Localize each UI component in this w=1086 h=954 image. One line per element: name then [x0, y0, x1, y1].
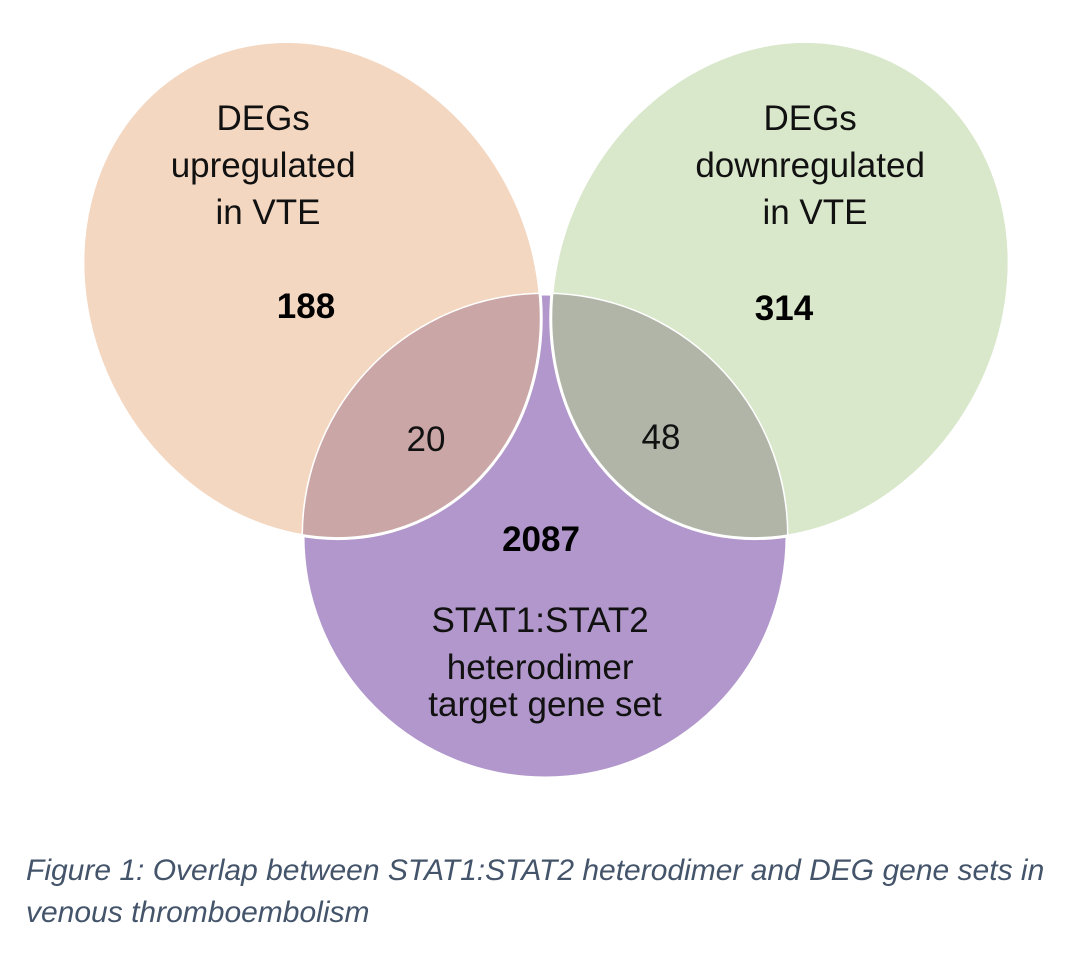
set-up-label: DEGs upregulated in VTE	[171, 99, 366, 232]
set-stat-only-count: 2087	[502, 520, 580, 559]
set-stat-label-line-1: STAT1:STAT2	[432, 601, 649, 640]
set-up-label-line-3: in VTE	[215, 193, 320, 232]
set-up-label-line-2: upregulated	[171, 146, 356, 185]
set-stat-label-line-2: heterodimer	[447, 648, 634, 687]
set-down-outline	[549, 39, 1011, 541]
overlap-up-stat-count: 20	[407, 420, 446, 459]
set-down-label: DEGs downregulated in VTE	[695, 99, 934, 232]
set-up-outline	[81, 39, 543, 541]
set-down-label-line-2: downregulated	[695, 146, 925, 185]
set-down-label-line-1: DEGs	[763, 99, 856, 138]
figure-caption: Figure 1: Overlap between STAT1:STAT2 he…	[26, 854, 1045, 929]
set-up-only-count: 188	[277, 287, 335, 326]
set-down-only-count: 314	[755, 289, 814, 328]
set-down-label-line-3: in VTE	[762, 193, 867, 232]
set-stat-label-line-3: target gene set	[428, 685, 662, 724]
set-up-label-line-1: DEGs	[216, 99, 309, 138]
overlap-down-stat-count: 48	[642, 418, 681, 457]
venn-diagram: DEGs upregulated in VTE DEGs downregulat…	[81, 39, 1011, 780]
set-stat-label: STAT1:STAT2 heterodimer target gene set	[428, 601, 662, 724]
